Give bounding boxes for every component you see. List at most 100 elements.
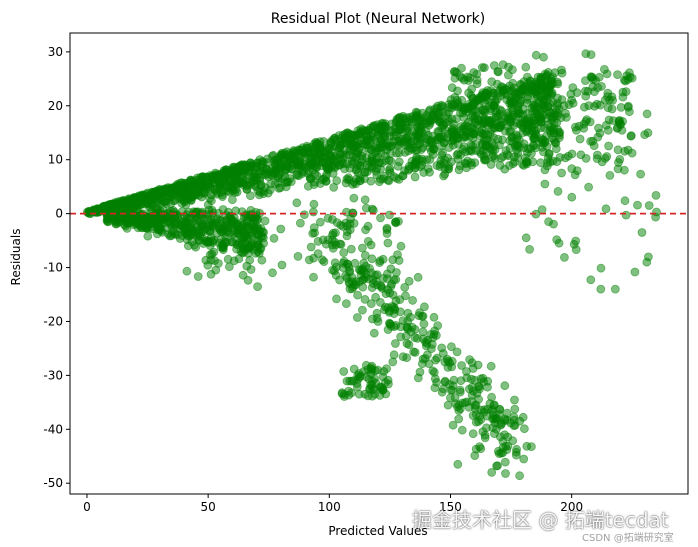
scatter-point (235, 161, 245, 171)
scatter-point (471, 409, 481, 419)
scatter-point (527, 149, 536, 158)
scatter-point (515, 416, 525, 426)
scatter-point (602, 69, 612, 79)
scatter-point (592, 154, 602, 164)
scatter-point (211, 265, 221, 275)
scatter-point (621, 87, 631, 96)
scatter-point (381, 389, 391, 399)
scatter-point (293, 251, 303, 261)
y-axis-label: Residuals (9, 229, 23, 286)
scatter-point (557, 65, 566, 75)
scatter-point (594, 123, 603, 133)
scatter-point (487, 77, 497, 87)
scatter-point (440, 377, 450, 387)
scatter-point (465, 355, 475, 365)
scatter-point (245, 243, 254, 253)
scatter-point (529, 116, 538, 126)
scatter-point (260, 216, 270, 226)
scatter-point (486, 361, 496, 371)
scatter-point (457, 361, 467, 370)
scatter-point (443, 400, 453, 410)
scatter-point (489, 101, 499, 111)
scatter-point (408, 295, 418, 305)
scatter-point (584, 182, 593, 192)
scatter-point (218, 205, 228, 214)
scatter-point (295, 218, 305, 228)
scatter-point (487, 467, 497, 477)
watermark-subtext: CSDN @拓端研究室 (582, 533, 674, 544)
scatter-point (515, 471, 524, 481)
scatter-point (505, 114, 515, 124)
scatter-point (281, 161, 291, 171)
scatter-point (613, 70, 622, 79)
scatter-point (519, 454, 529, 464)
scatter-point (181, 200, 191, 210)
scatter-point (324, 156, 334, 166)
scatter-point (346, 244, 356, 254)
y-tick-label: 10 (48, 153, 63, 167)
scatter-point (481, 155, 491, 165)
scatter-point (576, 150, 586, 160)
scatter-point (398, 111, 408, 121)
scatter-point (470, 401, 480, 410)
scatter-point (342, 231, 352, 241)
scatter-point (227, 195, 237, 205)
scatter-point (385, 288, 395, 298)
scatter-point (103, 217, 113, 226)
chart-title: Residual Plot (Neural Network) (271, 11, 485, 27)
y-axis-ticks: -50 -40 -30 -20 -10 0 10 20 30 (43, 45, 70, 490)
scatter-point (243, 275, 253, 285)
scatter-point (440, 155, 450, 165)
scatter-point (457, 425, 467, 435)
scatter-point (342, 376, 352, 386)
scatter-point (358, 125, 368, 135)
scatter-point (395, 307, 405, 317)
scatter-point (152, 206, 161, 216)
x-axis-ticks: 0 50 100 150 200 (83, 494, 583, 514)
scatter-point (353, 290, 363, 300)
scatter-point (595, 100, 605, 110)
x-tick-label: 50 (201, 500, 216, 514)
scatter-point (430, 383, 440, 393)
scatter-point (521, 233, 531, 243)
scatter-point (633, 200, 642, 210)
scatter-point (447, 125, 457, 135)
scatter-point (557, 168, 566, 178)
scatter-point (335, 275, 345, 285)
scatter-point (476, 444, 486, 454)
scatter-point (332, 294, 341, 304)
scatter-point (268, 268, 277, 278)
scatter-point (475, 147, 485, 157)
scatter-point (252, 215, 262, 225)
scatter-point (508, 97, 518, 107)
scatter-point (497, 135, 507, 145)
scatter-point (186, 177, 196, 187)
scatter-point (404, 276, 414, 286)
scatter-point (446, 385, 456, 395)
scatter-point (640, 130, 650, 140)
scatter-point (464, 88, 474, 98)
scatter-point (513, 153, 522, 163)
scatter-point (311, 139, 321, 149)
scatter-point (372, 313, 382, 323)
scatter-point (430, 374, 440, 384)
scatter-point (205, 221, 215, 231)
scatter-point (452, 347, 462, 357)
scatter-point (507, 132, 517, 142)
scatter-point (422, 338, 432, 348)
scatter-point (299, 210, 309, 220)
scatter-point (570, 170, 580, 180)
scatter-point (571, 236, 581, 246)
x-tick-label: 200 (560, 500, 583, 514)
scatter-point (366, 299, 376, 309)
scatter-point (232, 221, 242, 231)
scatter-point (166, 217, 176, 227)
scatter-point (447, 114, 457, 124)
scatter-point (419, 319, 429, 329)
scatter-point (453, 154, 463, 164)
scatter-point (240, 176, 250, 185)
scatter-point (242, 261, 252, 271)
scatter-point (234, 254, 244, 264)
scatter-point (383, 175, 393, 185)
scatter-point (407, 117, 417, 127)
